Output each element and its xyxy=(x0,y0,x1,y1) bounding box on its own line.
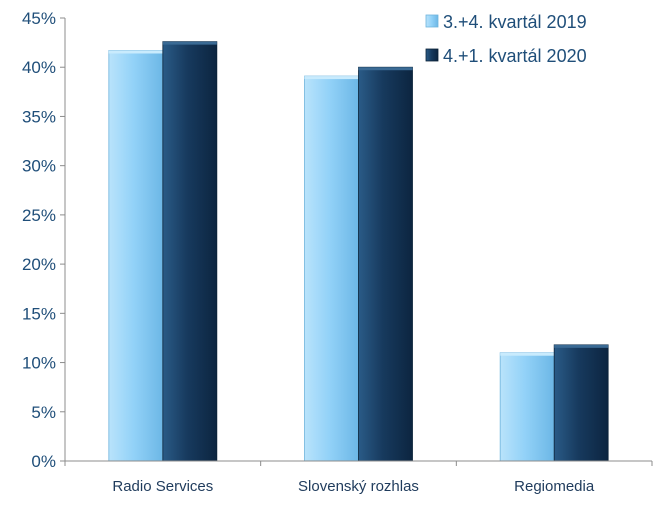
bar-top-highlight xyxy=(358,67,413,71)
y-tick-label: 0% xyxy=(31,452,56,471)
legend-label-1: 3.+4. kvartál 2019 xyxy=(443,12,587,32)
y-tick-label: 45% xyxy=(22,9,56,28)
y-tick-label: 30% xyxy=(22,157,56,176)
bar-2-2 xyxy=(358,66,413,462)
axes-group: 0% 5% 10% 15% 20% 25% 30% 35% 40% 45% Radio Servic… xyxy=(22,9,653,495)
bar-top-highlight xyxy=(162,41,217,45)
legend-swatch-1 xyxy=(425,14,439,28)
x-category-label: Regiomedia xyxy=(514,478,595,495)
bar-2-3 xyxy=(553,344,609,462)
y-tick-label: 10% xyxy=(22,354,56,373)
bar-top-highlight xyxy=(304,76,359,80)
bar-top-highlight xyxy=(554,344,609,348)
bar-1-3 xyxy=(499,352,555,462)
legend: 3.+4. kvartál 2019 4.+1. kvartál 2020 xyxy=(425,12,587,66)
y-tick-label: 5% xyxy=(31,403,56,422)
bar-1-1 xyxy=(108,50,164,462)
x-category-label: Slovenský rozhlas xyxy=(298,478,419,495)
legend-swatch-2 xyxy=(425,48,439,62)
y-tick-label: 40% xyxy=(22,58,56,77)
bar-top-highlight xyxy=(500,352,555,356)
bar-1-2 xyxy=(304,75,359,462)
y-tick-label: 35% xyxy=(22,107,56,126)
y-tick-label: 15% xyxy=(22,304,56,323)
bar-top-highlight xyxy=(108,50,163,54)
bar-2-1 xyxy=(162,41,218,462)
x-category-label: Radio Services xyxy=(112,478,213,495)
y-tick-label: 20% xyxy=(22,255,56,274)
y-tick-label: 25% xyxy=(22,206,56,225)
legend-label-2: 4.+1. kvartál 2020 xyxy=(443,46,587,66)
bars-group xyxy=(108,41,609,462)
